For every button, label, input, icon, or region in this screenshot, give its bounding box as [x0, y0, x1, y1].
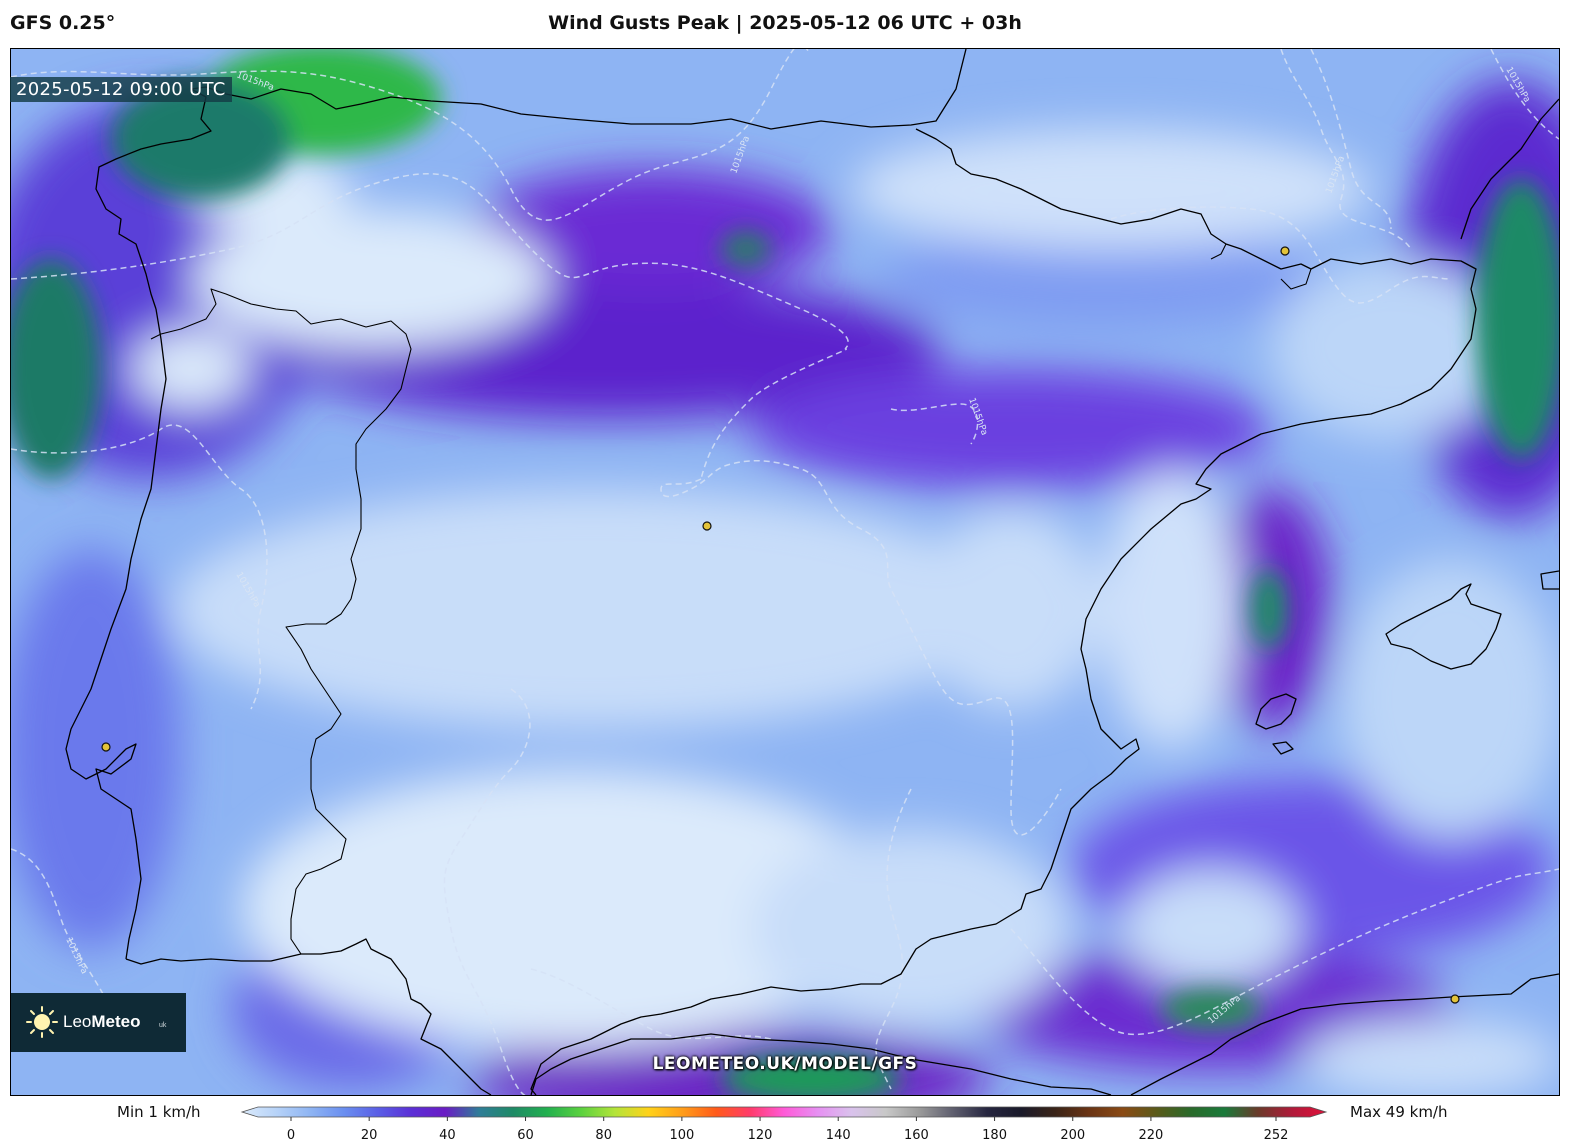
city-marker-algiers [1450, 994, 1460, 1004]
colorbar-gradient [240, 1106, 1328, 1118]
model-name: GFS 0.25° [10, 12, 116, 34]
chart-title: Wind Gusts Peak | 2025-05-12 06 UTC + 03… [548, 12, 1022, 34]
logo-suffix: uk [159, 1022, 167, 1029]
colorbar-tick-label: 200 [1060, 1128, 1085, 1143]
colorbar-tick-label: 60 [517, 1128, 534, 1143]
gust-field-shading [11, 79, 1559, 1095]
leometeo-logo: LeoMeteo uk [11, 993, 186, 1052]
colorbar-tick-label: 120 [748, 1128, 773, 1143]
map-frame[interactable]: 1015hPa 1015hPa 1015hPa 1015hPa 1015hPa … [10, 48, 1560, 1096]
colorbar-tick-label: 160 [904, 1128, 929, 1143]
coastlines [65, 49, 1559, 1095]
city-markers [101, 246, 1460, 1004]
colorbar-tick-label: 0 [287, 1128, 295, 1143]
borders [150, 243, 1312, 955]
gust-field-green [11, 49, 1559, 1095]
colorbar-tick-label: 100 [669, 1128, 694, 1143]
wind-gust-map[interactable]: 1015hPa 1015hPa 1015hPa 1015hPa 1015hPa … [11, 49, 1559, 1095]
colorbar-tick-label: 80 [595, 1128, 612, 1143]
colorbar-tick-label: 220 [1139, 1128, 1164, 1143]
colorbar-tick-label: 252 [1264, 1128, 1289, 1143]
isobar-lines [11, 49, 1559, 1095]
colorbar-tick-label: 140 [826, 1128, 851, 1143]
colorbar-min-label: Min 1 km/h [117, 1103, 201, 1121]
source-url: LEOMETEO.UK/MODEL/GFS [652, 1054, 918, 1074]
logo-text: LeoMeteo [63, 1012, 141, 1031]
city-marker-toulouse [1280, 246, 1290, 256]
colorbar-tick-label: 40 [439, 1128, 456, 1143]
colorbar-tick-label: 20 [361, 1128, 378, 1143]
colorbar: 0 20 40 60 80 100 120 140 160 180 200 220 252 [240, 1106, 1328, 1143]
sun-icon [26, 1006, 58, 1038]
colorbar-ticks: 0 20 40 60 80 100 120 140 160 180 200 220 252 [287, 1117, 1289, 1143]
city-marker-madrid [702, 521, 712, 531]
colorbar-max-label: Max 49 km/h [1350, 1103, 1448, 1121]
city-marker-lisbon [101, 742, 111, 752]
valid-time-badge: 2025-05-12 09:00 UTC [10, 77, 232, 102]
colorbar-tick-label: 180 [982, 1128, 1007, 1143]
